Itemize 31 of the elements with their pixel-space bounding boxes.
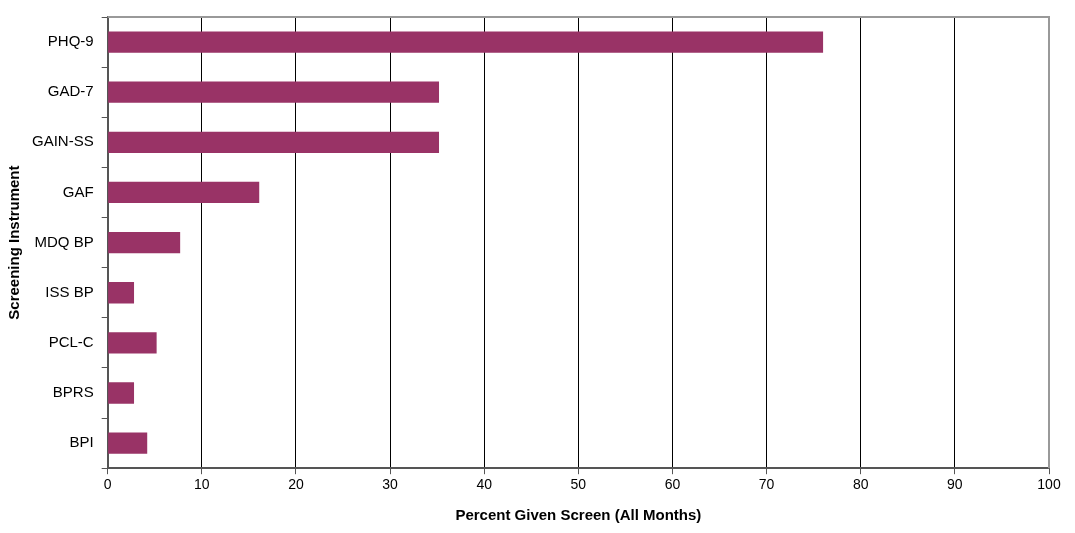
bar bbox=[108, 332, 157, 354]
x-tick-label: 50 bbox=[570, 476, 587, 493]
x-tick-label: 10 bbox=[194, 476, 210, 493]
x-tick-label: 20 bbox=[288, 476, 304, 493]
bar bbox=[108, 231, 181, 254]
y-tick-label: GAF bbox=[62, 182, 94, 200]
y-tick-label: MDQ BP bbox=[34, 232, 94, 250]
x-tick-label: 100 bbox=[1037, 476, 1061, 493]
x-tick-label: 80 bbox=[852, 476, 869, 493]
x-tick-label: 90 bbox=[947, 476, 963, 493]
bar bbox=[108, 382, 135, 404]
x-axis-title: Percent Given Screen (All Months) bbox=[455, 506, 702, 524]
x-tick-label: 60 bbox=[664, 476, 681, 493]
bar bbox=[108, 131, 440, 153]
x-tick-label: 0 bbox=[103, 476, 112, 493]
y-tick-label: GAIN-SS bbox=[31, 132, 94, 150]
y-tick-label: PHQ-9 bbox=[47, 32, 94, 50]
bar bbox=[108, 181, 260, 204]
y-tick-label: PCL-C bbox=[48, 333, 94, 351]
bar bbox=[108, 282, 135, 304]
bar bbox=[108, 432, 148, 454]
x-tick-label: 30 bbox=[382, 476, 399, 493]
y-axis-title: Screening Instrument bbox=[5, 165, 23, 320]
x-tick-label: 40 bbox=[476, 476, 493, 493]
bar bbox=[108, 81, 440, 103]
y-tick-label: BPI bbox=[69, 433, 94, 451]
y-tick-label: ISS BP bbox=[45, 282, 94, 300]
y-tick-label: BPRS bbox=[52, 383, 94, 401]
bar bbox=[108, 31, 824, 53]
y-tick-label: GAD-7 bbox=[47, 82, 94, 100]
x-tick-label: 70 bbox=[758, 476, 775, 493]
